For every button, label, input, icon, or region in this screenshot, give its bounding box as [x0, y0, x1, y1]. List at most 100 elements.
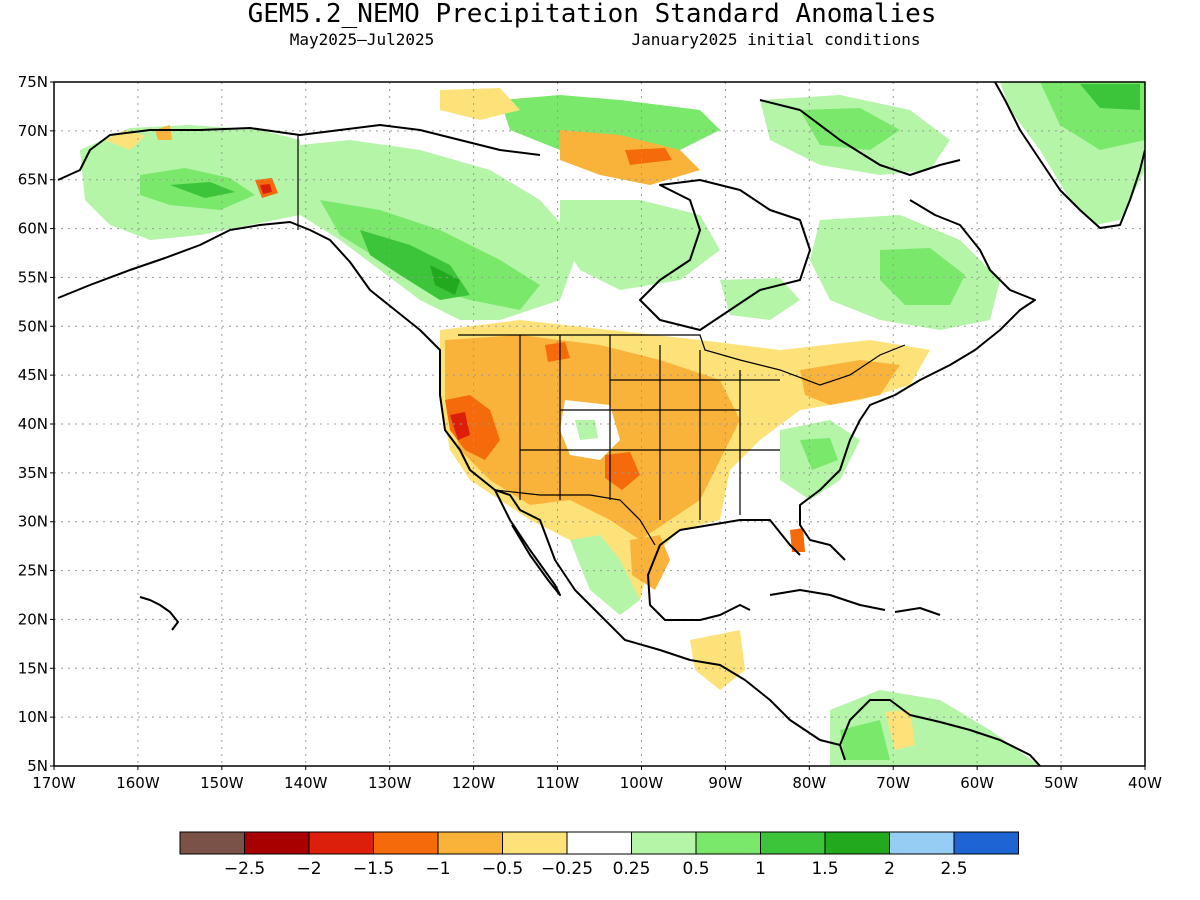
lat-tick-label: 25N: [18, 562, 48, 580]
lat-tick-label: 30N: [18, 513, 48, 531]
colorbar-label: 2.5: [940, 859, 967, 879]
anomaly-ca-dry: [445, 395, 500, 460]
anomaly-arctic-green: [500, 95, 720, 160]
coast-north-america: [57, 221, 846, 761]
colorbar-swatch: [953, 831, 1019, 855]
border-states: [519, 335, 780, 520]
anomaly-central-dry: [690, 630, 745, 690]
colorbar-swatch: [373, 831, 439, 855]
coast-hawaii: [139, 596, 179, 631]
coast-baja: [494, 489, 561, 596]
political-borders: [297, 135, 906, 546]
anomaly-ca-dry-core: [450, 412, 470, 440]
border-us-mexico: [494, 489, 656, 546]
coast-greenland: [994, 82, 1145, 229]
lat-tick-label: 65N: [18, 171, 48, 189]
colorbar-label: 0.25: [613, 859, 651, 879]
lon-tick-label: 120W: [452, 774, 496, 792]
colorbar-swatch: [244, 831, 310, 855]
anomaly-hudson-dry-core: [625, 148, 672, 165]
lon-tick-label: 60W: [960, 774, 994, 792]
anomaly-greenland-max: [1080, 84, 1140, 110]
period-label: May2025–Jul2025: [290, 30, 435, 49]
anomaly-alaska-max: [170, 182, 235, 198]
coast-cuba: [769, 589, 886, 611]
lon-tick-label: 100W: [620, 774, 664, 792]
anomaly-quebec-green: [720, 278, 800, 320]
coast-baffin: [759, 99, 961, 176]
coast-gulf: [799, 199, 1036, 561]
lon-tick-label: 70W: [876, 774, 910, 792]
lon-tick-label: 50W: [1044, 774, 1078, 792]
border-us-canada: [458, 334, 906, 386]
lat-tick-label: 5N: [27, 757, 48, 775]
lon-tick-label: 160W: [116, 774, 160, 792]
anomaly-fl-dry: [790, 528, 805, 552]
lon-tick-label: 140W: [284, 774, 328, 792]
lon-tick-label: 150W: [200, 774, 244, 792]
anomaly-labrador-core: [880, 248, 965, 305]
anomaly-mexico-green: [570, 535, 640, 615]
anomaly-mt-dry: [545, 342, 570, 362]
colorbar-label: −0.5: [482, 859, 523, 879]
anomaly-4corners-green: [575, 420, 598, 440]
colorbar-swatch: [824, 831, 890, 855]
colorbar-label: −0.25: [541, 859, 593, 879]
anomaly-gulf-dry: [630, 535, 670, 590]
lon-tick-label: 40W: [1128, 774, 1162, 792]
colorbar-label: 2: [884, 859, 895, 879]
coast-alaska-north: [57, 124, 541, 181]
colorbar-label: −2.5: [224, 859, 265, 879]
lon-tick-label: 110W: [536, 774, 580, 792]
lat-tick-label: 75N: [18, 73, 48, 91]
colorbar-swatch: [308, 831, 374, 855]
anomaly-nm-dry: [605, 452, 640, 490]
lon-tick-label: 130W: [368, 774, 412, 792]
anomaly-alaska-north-dry2: [155, 125, 172, 140]
anomaly-ne-dry: [800, 360, 900, 405]
anomaly-arctic-dry: [440, 88, 520, 120]
lon-tick-label: 170W: [32, 774, 76, 792]
lat-tick-label: 55N: [18, 268, 48, 286]
graticule: [54, 82, 1145, 766]
colorbar-swatch: [760, 831, 826, 855]
longitude-axis: 170W 160W 150W 140W 130W 120W 110W 100W 90W 80W 70…: [32, 766, 1162, 792]
colorbar-label: −1.5: [353, 859, 394, 879]
lat-tick-label: 10N: [18, 708, 48, 726]
colorbar-label: 1.5: [811, 859, 838, 879]
lat-tick-label: 20N: [18, 610, 48, 628]
coast-hispaniola: [894, 607, 941, 616]
anomaly-alaska-dry-core: [260, 184, 272, 194]
colorbar-swatch: [179, 831, 245, 855]
lat-tick-label: 45N: [18, 366, 48, 384]
lat-tick-label: 15N: [18, 659, 48, 677]
latitude-axis: 75N 70N 65N 60N 55N 50N 45N 40N 35N 30N 25N 20N 15N 1…: [18, 73, 54, 775]
colorbar-swatch: [695, 831, 761, 855]
coast-south-america: [839, 699, 1041, 766]
colorbar-swatch: [437, 831, 503, 855]
lat-tick-label: 60N: [18, 220, 48, 238]
colorbar-label: −1: [425, 859, 450, 879]
lat-tick-label: 35N: [18, 464, 48, 482]
anomaly-s-america-dry: [885, 710, 915, 750]
anomaly-baffin-green-core: [800, 108, 900, 150]
lat-tick-label: 70N: [18, 122, 48, 140]
colorbar-swatch: [631, 831, 697, 855]
lon-tick-label: 90W: [708, 774, 742, 792]
colorbar-label: 0.5: [682, 859, 709, 879]
colorbar-label: 1: [755, 859, 766, 879]
lat-tick-label: 50N: [18, 317, 48, 335]
coastlines: [57, 82, 1145, 766]
anomaly-field: [80, 82, 1145, 766]
colorbar: −2.5 −2 −1.5 −1 −0.5 −0.25 0.25 0.5 1 1.5 2 2.5: [179, 831, 1019, 879]
lon-tick-label: 80W: [792, 774, 826, 792]
coast-hudson-bay: [639, 179, 811, 331]
lat-tick-label: 40N: [18, 415, 48, 433]
map-area: [54, 82, 1145, 766]
anomaly-bc-max2: [430, 265, 460, 295]
init-label: January2025 initial conditions: [632, 30, 921, 49]
coast-gulf-mexico: [647, 519, 801, 621]
colorbar-swatch: [566, 831, 632, 855]
anomaly-s-america-core: [840, 720, 890, 760]
